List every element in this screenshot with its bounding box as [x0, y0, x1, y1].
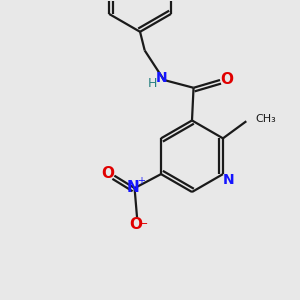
Text: H: H: [148, 77, 157, 90]
Text: N: N: [156, 71, 167, 85]
Text: CH₃: CH₃: [255, 114, 276, 124]
Text: N: N: [223, 173, 234, 187]
Text: O: O: [129, 217, 142, 232]
Text: +: +: [137, 176, 146, 186]
Text: O: O: [101, 166, 114, 181]
Text: N: N: [127, 180, 140, 195]
Text: O: O: [220, 72, 233, 87]
Text: −: −: [139, 220, 148, 230]
